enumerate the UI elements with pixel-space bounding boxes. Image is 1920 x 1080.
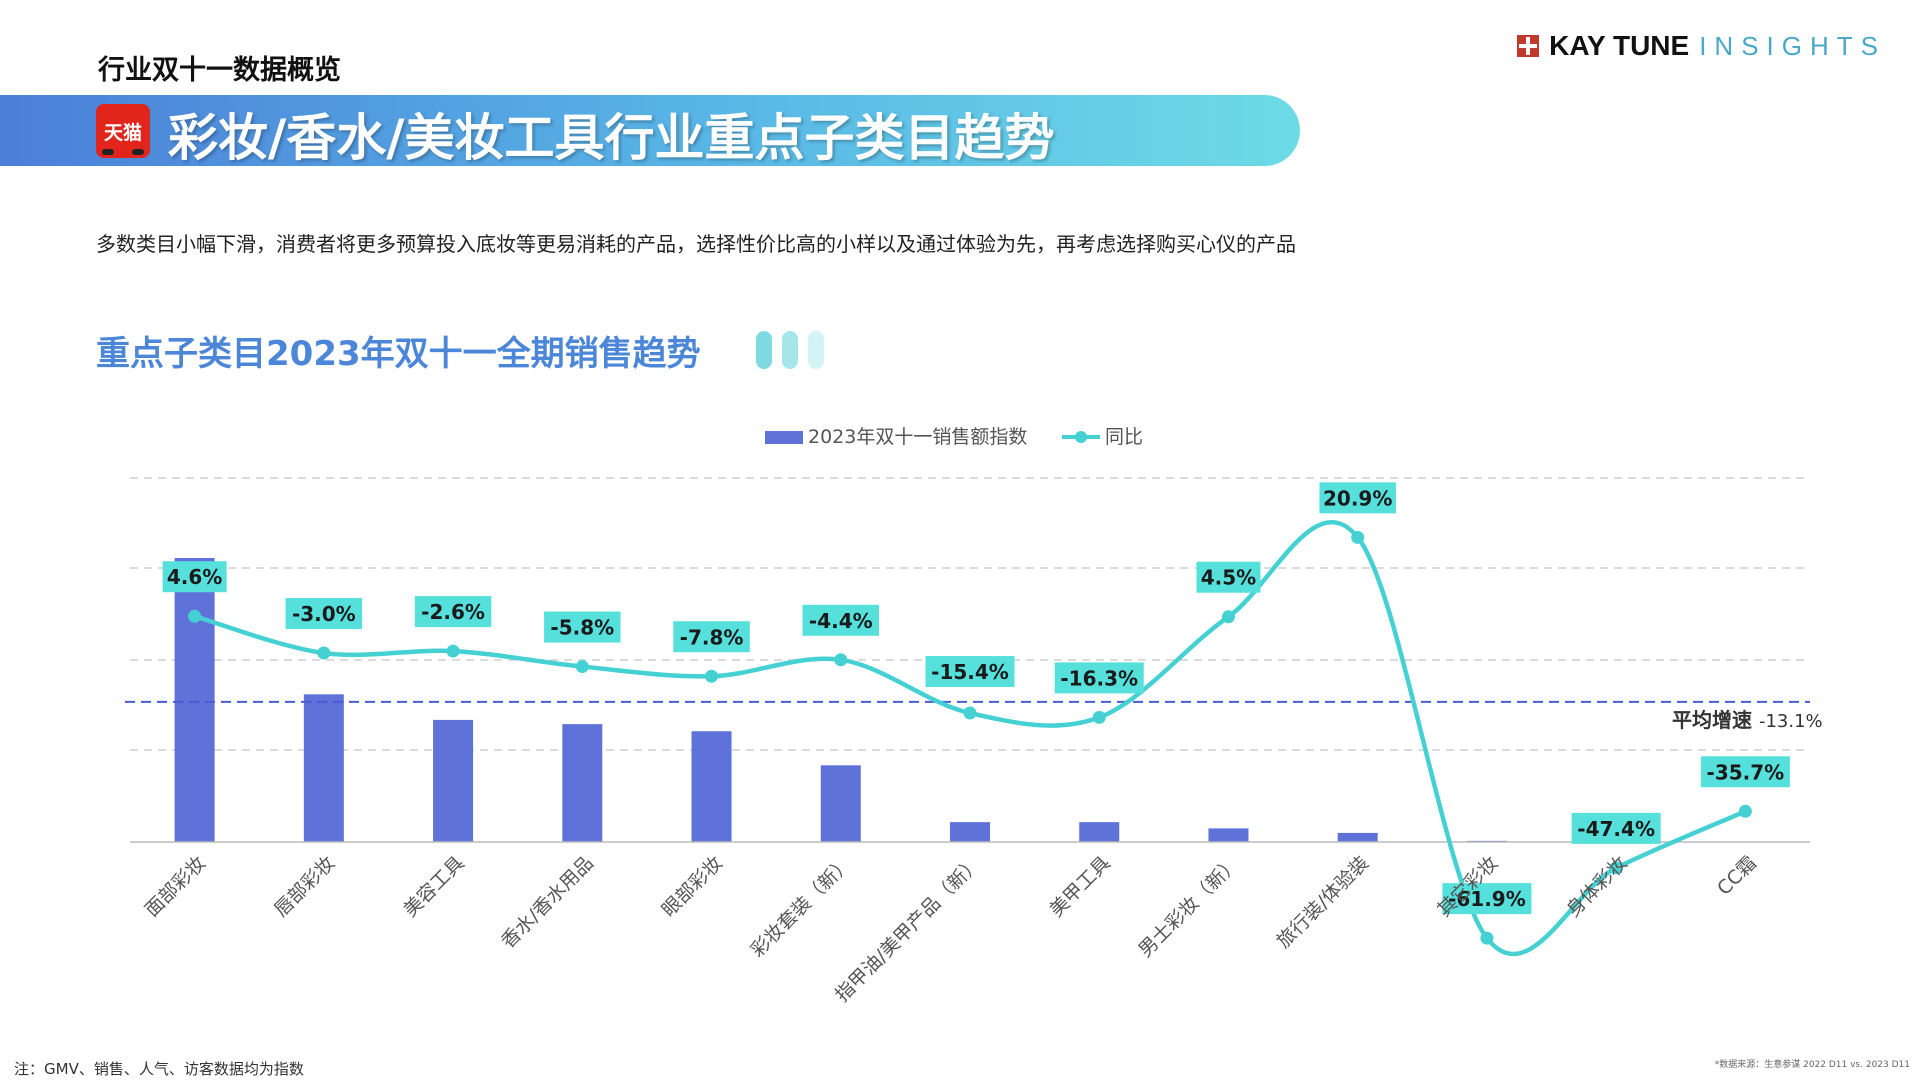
footnote: 注：GMV、销售、人气、访客数据均为指数	[14, 1060, 304, 1078]
yoy-label-bg-11	[1571, 812, 1661, 844]
category-label-8: 男士彩妆（新）	[1134, 852, 1244, 962]
category-label-3: 香水/香水用品	[497, 852, 598, 953]
average-growth-label: 平均增速 -13.1%	[1672, 708, 1823, 732]
yoy-label-0: 4.6%	[167, 565, 222, 589]
yoy-point-7	[1092, 710, 1106, 724]
legend-line-point	[1075, 431, 1087, 443]
yoy-label-5: -4.4%	[809, 609, 873, 633]
yoy-label-1: -3.0%	[292, 602, 356, 626]
summary-text: 多数类目小幅下滑，消费者将更多预算投入底妆等更易消耗的产品，选择性价比高的小样以…	[96, 232, 1296, 256]
yoy-point-0	[188, 609, 202, 623]
data-source-note: *数据来源：生意参谋 2022 D11 vs. 2023 D11	[1714, 1060, 1910, 1070]
decorative-pills	[756, 331, 824, 369]
yoy-label-4: -7.8%	[680, 625, 744, 649]
brand-name: KAY TUNE	[1549, 30, 1690, 61]
yoy-label-bg-4	[673, 621, 750, 653]
yoy-label-bg-0	[162, 561, 227, 593]
tmall-badge-label: 天猫	[103, 121, 142, 144]
yoy-label-bg-8	[1196, 561, 1261, 593]
category-label-12: CC霜	[1713, 852, 1761, 900]
bar-5	[820, 765, 861, 842]
yoy-label-bg-5	[802, 604, 880, 636]
bar-0	[174, 558, 215, 842]
tmall-icon: 天猫	[96, 104, 150, 158]
brand-logo: KAY TUNE INSIGHTS	[1517, 26, 1886, 66]
category-label-1: 唇部彩妆	[270, 852, 339, 921]
category-label-7: 美甲工具	[1045, 852, 1114, 921]
category-label-2: 美容工具	[399, 852, 468, 921]
category-label-0: 面部彩妆	[141, 852, 210, 921]
page-title: 彩妆/香水/美妆工具行业重点子类目趋势	[168, 109, 1055, 167]
yoy-label-12: -35.7%	[1707, 760, 1785, 784]
yoy-label-bg-9	[1319, 482, 1396, 514]
yoy-point-2	[446, 644, 460, 658]
yoy-label-bg-2	[414, 596, 492, 628]
yoy-label-bg-10	[1442, 883, 1532, 915]
brand-tag: INSIGHTS	[1699, 30, 1886, 61]
category-label-9: 旅行装/体验装	[1273, 852, 1374, 953]
yoy-point-9	[1351, 530, 1365, 544]
legend-bar-swatch	[765, 431, 803, 444]
yoy-label-bg-6	[925, 656, 1015, 688]
kaytune-logo-icon	[1517, 35, 1540, 57]
legend-bar-label: 2023年双十一销售额指数	[808, 426, 1027, 448]
yoy-label-bg-3	[544, 611, 621, 643]
category-label-6: 指甲油/美甲产品（新）	[831, 852, 985, 1006]
category-label-5: 彩妆套装（新）	[747, 852, 857, 962]
category-label-11: 身体彩妆	[1562, 852, 1631, 921]
yoy-point-12	[1738, 804, 1752, 818]
bar-7	[1079, 822, 1120, 842]
yoy-point-6	[963, 706, 977, 720]
yoy-point-11	[1609, 861, 1623, 875]
yoy-point-8	[1221, 610, 1235, 624]
yoy-point-10	[1480, 931, 1494, 945]
yoy-label-2: -2.6%	[421, 600, 485, 624]
yoy-point-3	[575, 660, 589, 674]
yoy-point-4	[705, 669, 719, 683]
yoy-label-6: -15.4%	[931, 660, 1009, 684]
yoy-label-bg-7	[1054, 662, 1144, 694]
bar-1	[303, 694, 344, 842]
yoy-label-3: -5.8%	[550, 616, 614, 640]
yoy-point-5	[834, 653, 848, 667]
bar-6	[950, 822, 990, 842]
bar-8	[1208, 828, 1249, 842]
chart-title: 重点子类目2023年双十一全期销售趋势	[96, 334, 701, 374]
yoy-label-7: -16.3%	[1060, 666, 1138, 690]
yoy-label-9: 20.9%	[1323, 486, 1392, 510]
yoy-label-bg-12	[1700, 756, 1790, 788]
bar-4	[691, 731, 732, 842]
bar-9	[1337, 832, 1378, 842]
yoy-label-bg-1	[285, 598, 363, 630]
yoy-point-1	[317, 646, 331, 660]
bar-2	[433, 719, 474, 842]
legend-line-label: 同比	[1105, 426, 1143, 448]
yoy-label-10: -61.9%	[1448, 887, 1526, 911]
yoy-label-8: 4.5%	[1201, 566, 1256, 590]
category-label-4: 眼部彩妆	[658, 852, 727, 921]
yoy-label-11: -47.4%	[1577, 817, 1655, 841]
title-banner	[0, 95, 1300, 166]
bar-3	[562, 724, 603, 842]
section-label: 行业双十一数据概览	[98, 55, 341, 86]
